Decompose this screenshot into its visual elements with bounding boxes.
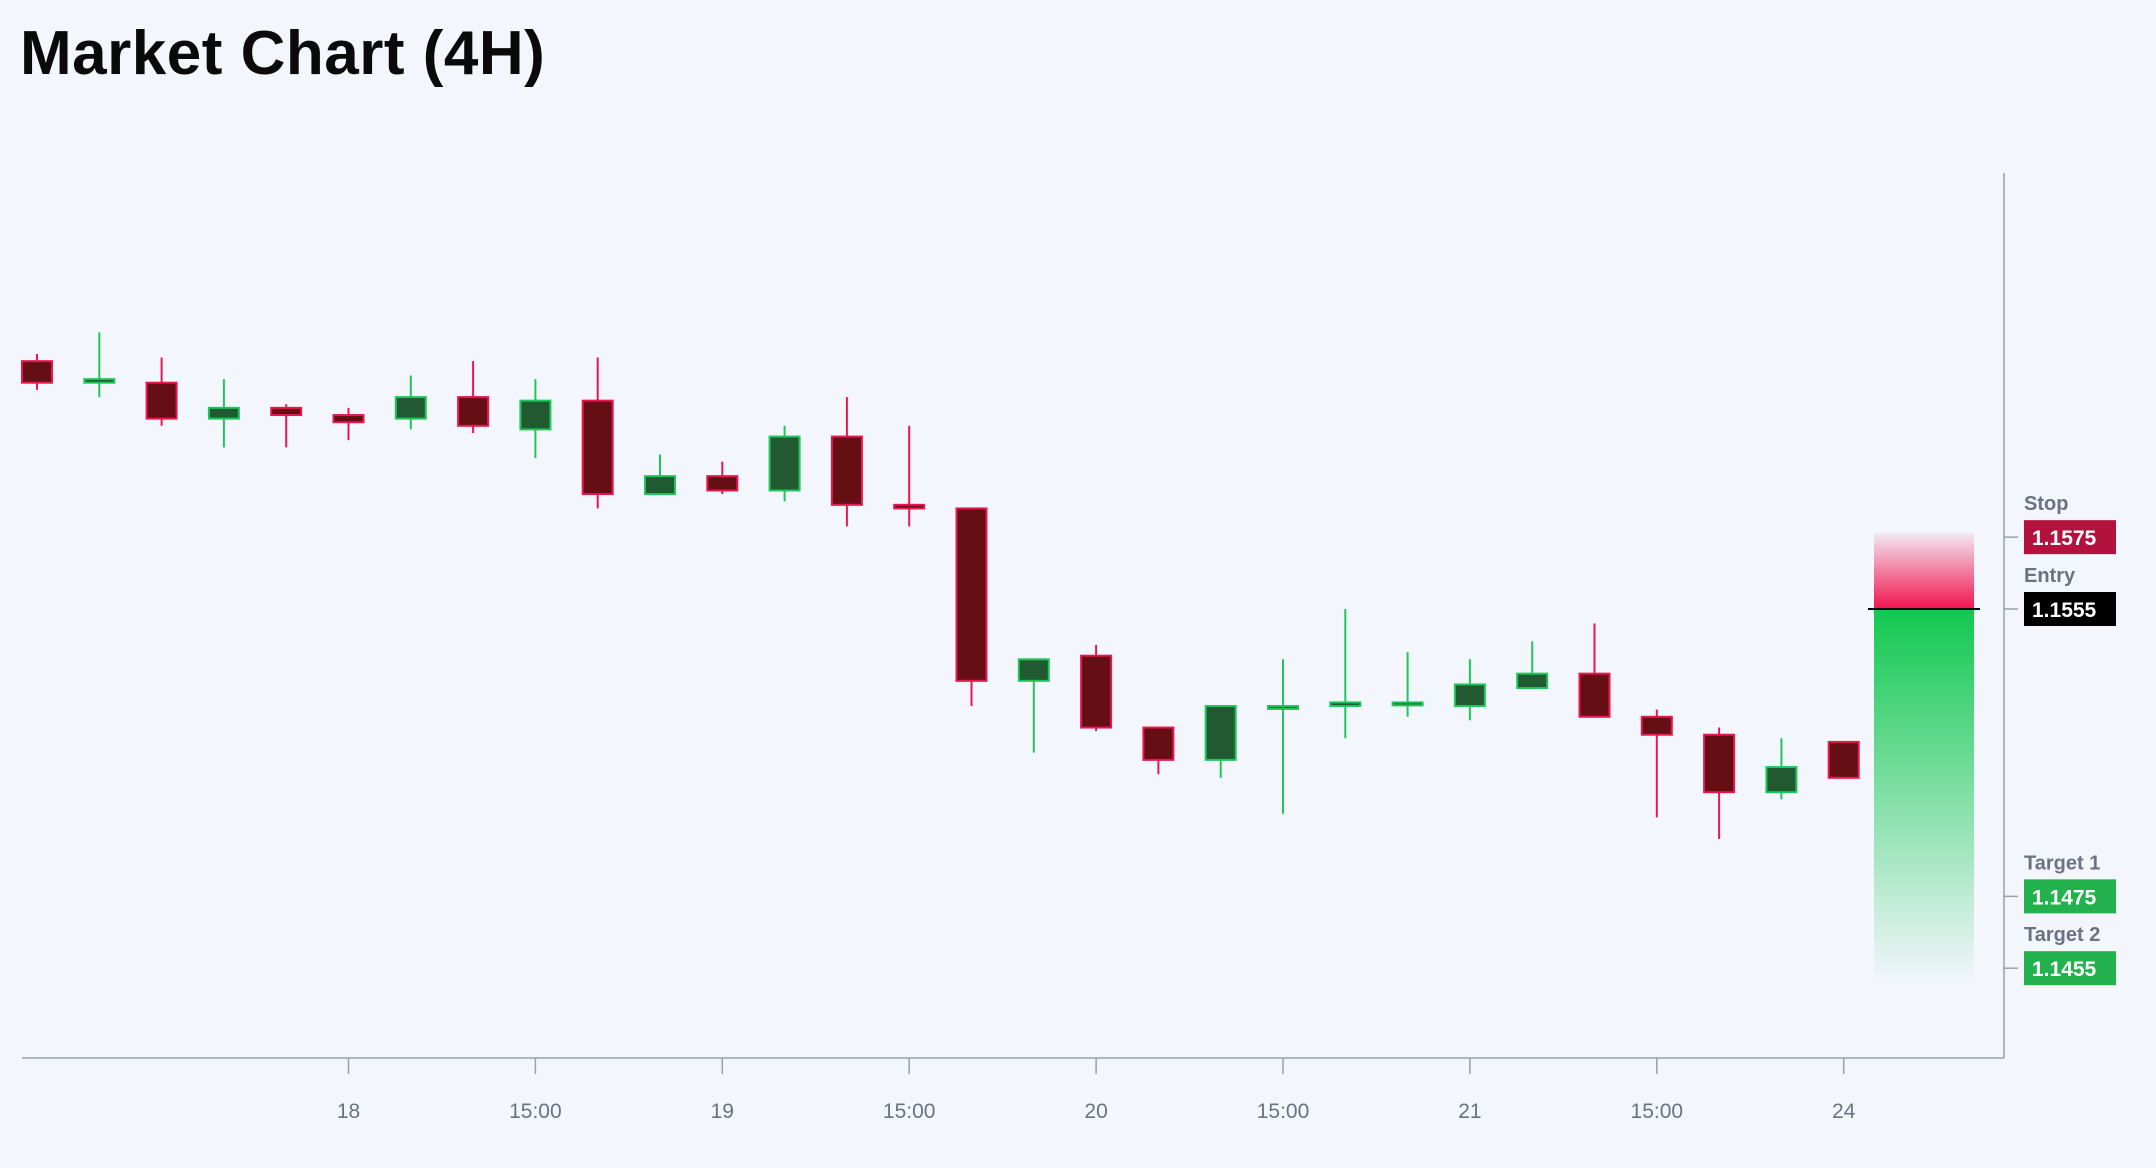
- candle[interactable]: [83, 332, 116, 398]
- level-value: 1.1575: [2032, 527, 2097, 550]
- level-name: Entry: [2024, 565, 2076, 587]
- level-value: 1.1555: [2032, 599, 2097, 622]
- candle[interactable]: [394, 375, 427, 430]
- candle[interactable]: [1453, 659, 1486, 721]
- candle[interactable]: [768, 425, 801, 502]
- candle-body: [1267, 704, 1299, 710]
- candle[interactable]: [830, 397, 863, 527]
- candle-body: [207, 406, 240, 420]
- candle[interactable]: [1391, 652, 1424, 717]
- candle[interactable]: [1329, 609, 1362, 739]
- candle[interactable]: [1267, 659, 1299, 814]
- level-name: Target 1: [2024, 852, 2100, 874]
- candle[interactable]: [1703, 727, 1736, 839]
- candle-body: [145, 381, 178, 420]
- candle[interactable]: [644, 454, 676, 496]
- x-tick-label: 21: [1458, 1100, 1481, 1123]
- candle[interactable]: [332, 407, 365, 441]
- x-tick-label: 20: [1084, 1100, 1107, 1123]
- x-tick-label: 15:00: [509, 1100, 562, 1123]
- level-value: 1.1455: [2032, 958, 2097, 981]
- candle-body: [1765, 766, 1798, 794]
- x-tick-label: 18: [337, 1100, 360, 1123]
- candle-body: [457, 396, 490, 427]
- chart-title: Market Chart (4H): [20, 19, 546, 88]
- candle[interactable]: [955, 507, 988, 706]
- candle[interactable]: [1080, 644, 1113, 732]
- level-badge: [2024, 520, 2116, 555]
- candle[interactable]: [145, 357, 178, 426]
- candle-body: [1827, 740, 1860, 779]
- candle-body: [644, 475, 676, 496]
- candle[interactable]: [1640, 709, 1673, 818]
- level-target-2: Target 2 1.1455: [2004, 924, 2116, 986]
- x-tick-label: 15:00: [883, 1100, 936, 1123]
- candle[interactable]: [207, 379, 240, 448]
- level-badge: [2024, 951, 2116, 986]
- candle-body: [519, 399, 552, 431]
- candle[interactable]: [1516, 641, 1549, 690]
- candle-body: [332, 414, 365, 424]
- candle-body: [1142, 726, 1175, 761]
- candle-body: [768, 435, 801, 492]
- candle-body: [394, 396, 427, 420]
- reward-zone: [1874, 609, 1974, 979]
- candle[interactable]: [1765, 738, 1798, 800]
- x-tick-label: 15:00: [1257, 1100, 1310, 1123]
- candle-body: [1453, 683, 1486, 707]
- axes: 18 15:00 19 15:00 20 15:00 21 15:00 24: [22, 173, 2005, 1123]
- candle-body: [706, 475, 739, 492]
- candle[interactable]: [1204, 704, 1237, 778]
- candles-layer: [21, 332, 1860, 839]
- candle[interactable]: [519, 379, 552, 459]
- candle[interactable]: [1578, 623, 1611, 718]
- candle-body: [830, 435, 863, 506]
- level-name: Target 2: [2024, 924, 2100, 946]
- candle[interactable]: [21, 353, 53, 390]
- candle[interactable]: [270, 404, 303, 448]
- candle[interactable]: [1827, 740, 1860, 779]
- x-tick-label: 15:00: [1631, 1100, 1684, 1123]
- level-entry: Entry 1.1555: [2004, 565, 2116, 626]
- risk-reward-zones: [1868, 533, 1980, 979]
- candle-body: [1516, 672, 1549, 690]
- candle[interactable]: [457, 361, 490, 433]
- candle-body: [1080, 654, 1113, 729]
- level-name: Stop: [2024, 493, 2068, 515]
- candle-body: [1329, 701, 1362, 707]
- level-target-1: Target 1 1.1475: [2004, 852, 2116, 914]
- candle[interactable]: [581, 357, 614, 509]
- level-value: 1.1475: [2032, 886, 2097, 909]
- candle-body: [21, 360, 53, 384]
- candle[interactable]: [1142, 726, 1175, 775]
- candle[interactable]: [706, 461, 739, 495]
- candle-body: [270, 406, 303, 417]
- candle[interactable]: [1017, 658, 1050, 753]
- x-tick-label: 24: [1832, 1100, 1856, 1123]
- candle-body: [1017, 658, 1050, 682]
- candle-body: [893, 503, 926, 510]
- candle-body: [1578, 672, 1611, 718]
- candle-body: [1640, 715, 1673, 736]
- candle-body: [1204, 704, 1237, 761]
- level-stop: Stop 1.1575: [2004, 493, 2116, 555]
- x-tick-label: 19: [711, 1100, 734, 1123]
- risk-zone: [1874, 533, 1974, 609]
- candle-body: [581, 399, 614, 496]
- candle-body: [1391, 701, 1424, 707]
- level-badge: [2024, 879, 2116, 914]
- level-badge: [2024, 592, 2116, 626]
- candle-body: [83, 378, 116, 384]
- candle[interactable]: [893, 425, 926, 527]
- candle-body: [955, 507, 988, 682]
- candle-body: [1703, 733, 1736, 794]
